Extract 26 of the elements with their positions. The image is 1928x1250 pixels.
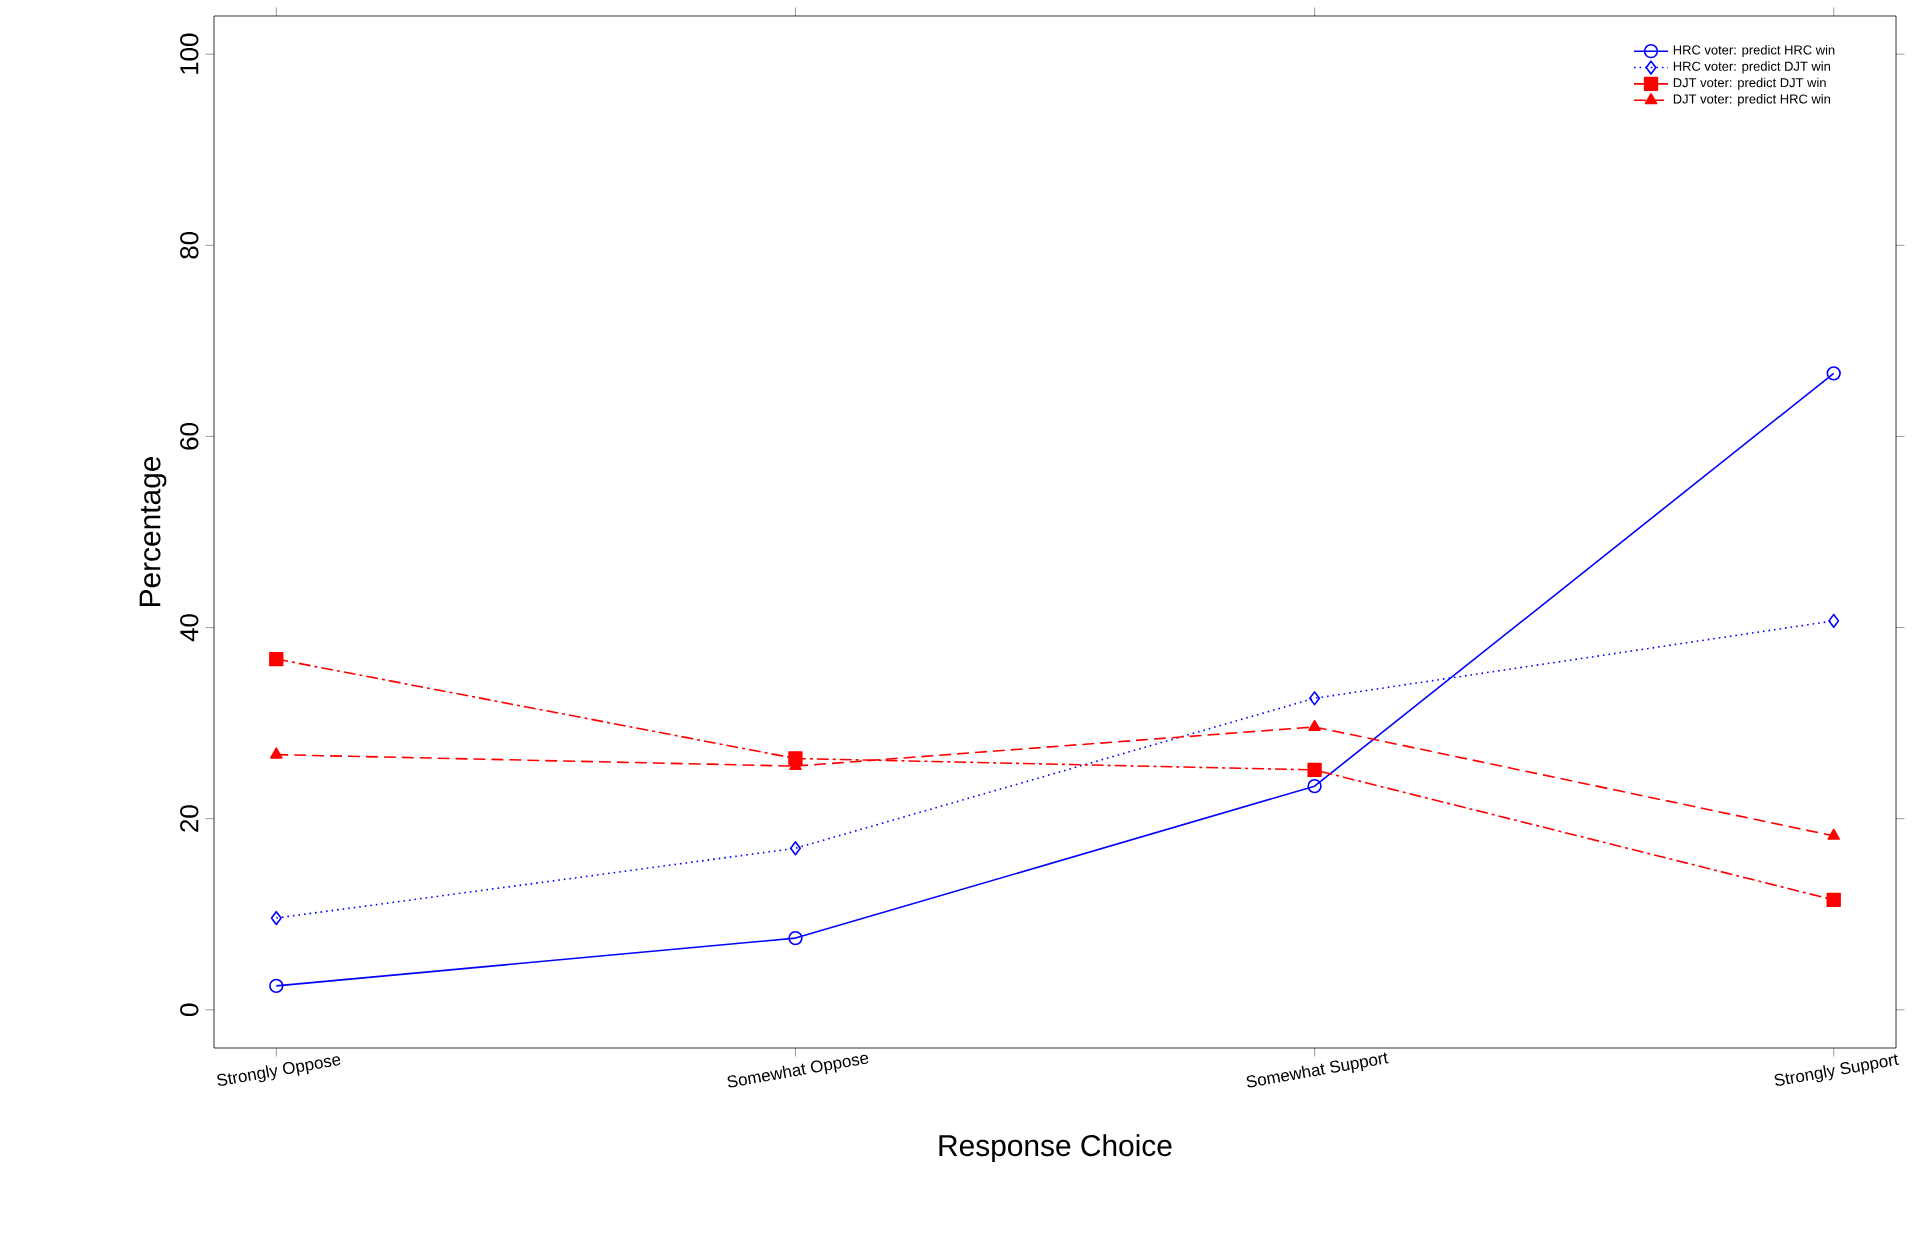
x-tick-label: Strongly Support: [1774, 1054, 1900, 1086]
x-axis-title: Response Choice: [939, 1134, 1172, 1163]
point: [269, 978, 284, 994]
point: [269, 747, 283, 759]
point: [1826, 892, 1841, 908]
point: [1827, 828, 1841, 840]
point: [1307, 762, 1322, 778]
y-axis-title: Percentage: [139, 456, 167, 606]
point: [1307, 779, 1322, 794]
y-tick-label: 0: [180, 1003, 199, 1016]
point: [1826, 366, 1841, 381]
point: [1308, 719, 1321, 731]
y-tick-label: 40: [180, 614, 199, 642]
point: [789, 841, 802, 856]
point: [270, 910, 282, 926]
x-tick-label: Strongly Oppose: [217, 1056, 341, 1086]
point: [788, 930, 803, 946]
y-tick-label: 20: [180, 805, 199, 832]
point: [269, 651, 284, 667]
x-tick-label: Somewhat Oppose: [727, 1054, 869, 1088]
x-tick-label: Somewhat Support: [1246, 1052, 1389, 1088]
y-tick-label: 100: [180, 33, 199, 74]
y-tick-label: 60: [180, 423, 199, 450]
point: [1309, 691, 1321, 706]
point: [1828, 613, 1840, 629]
y-tick-label: 80: [180, 231, 199, 259]
